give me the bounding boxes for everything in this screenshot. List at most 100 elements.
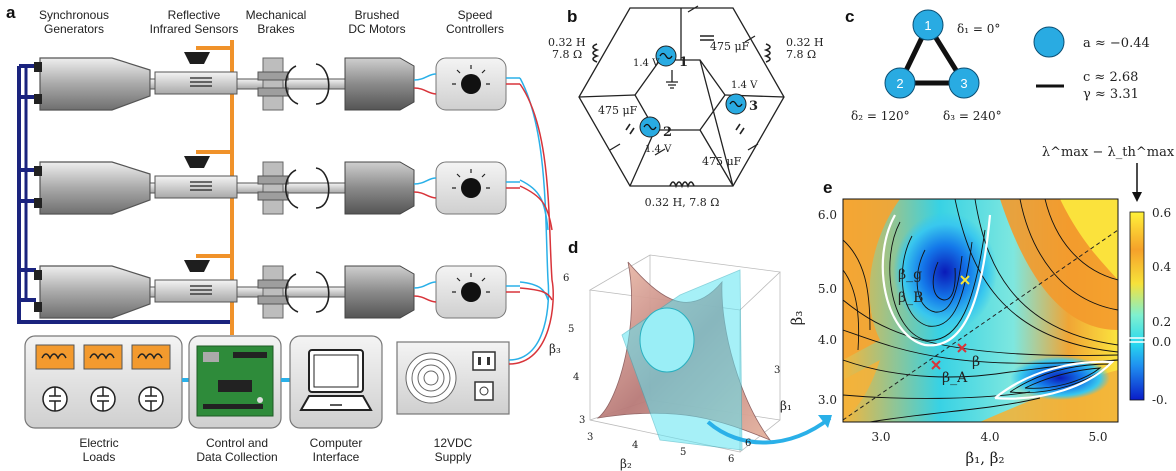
3d-surface-plot — [588, 254, 832, 453]
delta1-label: δ₁ = 0° — [957, 22, 1000, 36]
white-boundary-upper — [881, 214, 992, 347]
d-b2-tick-3: 3 — [587, 432, 593, 443]
node-number-1: 1 — [679, 55, 688, 70]
left-inductor — [592, 43, 600, 63]
motor-wire-blue-1 — [413, 73, 437, 81]
legend-node-symbol — [1033, 26, 1065, 58]
label-motors-1: Brushed — [355, 8, 400, 22]
shaft-stripes-2 — [190, 181, 212, 191]
generator-terminal-1a — [34, 62, 42, 72]
brake-pad-3b — [257, 295, 289, 305]
brake-pad-2b — [257, 191, 289, 201]
heatmap-frame — [842, 198, 1119, 423]
heatmap — [843, 199, 1118, 422]
brake-2 — [262, 161, 284, 215]
e-ytick-4: 4.0 — [818, 333, 837, 347]
graph-node-2 — [884, 67, 916, 99]
ir-sensor-3 — [184, 260, 210, 272]
shaft-stripes-3 — [190, 285, 212, 295]
label-brakes-1: Mechanical — [246, 8, 307, 22]
e-xlabel: β₁, β₂ — [966, 449, 1005, 467]
source-voltage-2: 1.4 V — [645, 144, 672, 155]
capacitor-right — [735, 123, 745, 135]
label-control-2: Data Collection — [196, 450, 277, 464]
capacitor-top — [700, 35, 714, 41]
d-to-e-arrow — [706, 416, 832, 445]
3d-hole — [639, 307, 695, 373]
beta-B-label: β_B — [898, 290, 923, 306]
electric-loads-box — [24, 335, 183, 429]
controller-ticks-1 — [452, 65, 490, 85]
generator-terminal-2b — [34, 198, 42, 208]
d-b3-tick-6: 6 — [563, 273, 569, 284]
machine-rows — [34, 52, 521, 319]
right-resistor-label: 7.8 Ω — [786, 48, 816, 61]
axis-beta2-label: β₂ — [620, 457, 632, 471]
switches — [609, 5, 759, 156]
motor-wire-red-3 — [413, 295, 437, 303]
label-computer-1: Computer — [310, 436, 363, 450]
generator-terminal-2a — [34, 166, 42, 176]
label-speed-1: Speed — [458, 8, 493, 22]
right-inductor-label: 0.32 H — [786, 36, 824, 49]
motor-wire-red-2 — [413, 191, 437, 199]
axis-beta3-label: β₃ — [549, 342, 561, 356]
control-box — [188, 335, 282, 429]
graph-node-3-label: 3 — [960, 76, 967, 91]
controller-ticks-2 — [452, 169, 490, 189]
e-xtick-3: 3.0 — [871, 430, 890, 444]
panel-c-letter: c — [845, 7, 854, 26]
label-ir-2: Infrared Sensors — [150, 22, 239, 36]
d-b3-tick-3: 3 — [579, 415, 585, 426]
e-xtick-4: 4.0 — [980, 430, 999, 444]
rotation-arrow-1 — [315, 63, 330, 105]
label-supply-1: 12VDC — [434, 436, 473, 450]
controller-ticks-3 — [452, 273, 490, 293]
label-motors-2: DC Motors — [348, 22, 405, 36]
e-ytick-5: 5.0 — [818, 282, 837, 296]
brake-pad-1a — [257, 71, 289, 81]
axis-beta1-label: β₁ — [780, 399, 792, 413]
circuit-diagram — [578, 5, 785, 189]
label-supply-2: Supply — [435, 450, 472, 464]
d-b3-tick-5: 5 — [568, 324, 574, 335]
cap-label-right: 475 μF — [702, 155, 742, 168]
cbar-tick-04: 0.4 — [1152, 260, 1171, 274]
beta-A-label: β_A — [942, 370, 968, 386]
node-number-2: 2 — [663, 125, 672, 140]
label-loads-2: Loads — [83, 450, 116, 464]
rotation-arrow-3 — [315, 271, 330, 313]
controller-feed-wires — [508, 77, 554, 365]
motor-wire-red-1 — [413, 87, 437, 95]
bottom-inductor — [669, 181, 695, 189]
d-b2-tick-4: 4 — [632, 440, 638, 451]
left-inductor-label: 0.32 H — [548, 36, 586, 49]
rotation-arrow-back-3 — [284, 273, 299, 313]
e-xtick-5: 5.0 — [1088, 430, 1107, 444]
computer-box — [289, 335, 383, 429]
a-value: a ≈ −0.44 — [1083, 36, 1150, 51]
dc-motor-1 — [344, 57, 415, 111]
controller-knob-1 — [461, 74, 481, 94]
label-loads-1: Electric — [79, 436, 118, 450]
label-sync-gen-1: Synchronous — [39, 8, 109, 22]
label-speed-2: Controllers — [446, 22, 504, 36]
d-b1-tick-6: 6 — [745, 438, 751, 449]
panel-d-letter: d — [568, 238, 578, 257]
graph-node-1-label: 1 — [924, 18, 931, 33]
generator-terminal-1b — [34, 94, 42, 104]
beta-label: β — [972, 354, 980, 370]
brake-1 — [262, 57, 284, 111]
voltage-sources — [639, 45, 747, 138]
rotation-arrow-2 — [315, 167, 330, 209]
dc-motor-2 — [344, 161, 415, 215]
graph-node-2-label: 2 — [896, 76, 903, 91]
cbar-tick-06: 0.6 — [1152, 206, 1171, 220]
cap-label-top: 475 μF — [710, 40, 750, 53]
beta-g-label: β_g — [898, 267, 922, 283]
motor-wire-blue-3 — [413, 281, 437, 289]
load-capacitor-icons — [42, 386, 164, 412]
motor-wire-blue-2 — [413, 177, 437, 185]
panel-e-letter: e — [823, 178, 832, 197]
graph-node-1 — [912, 9, 944, 41]
